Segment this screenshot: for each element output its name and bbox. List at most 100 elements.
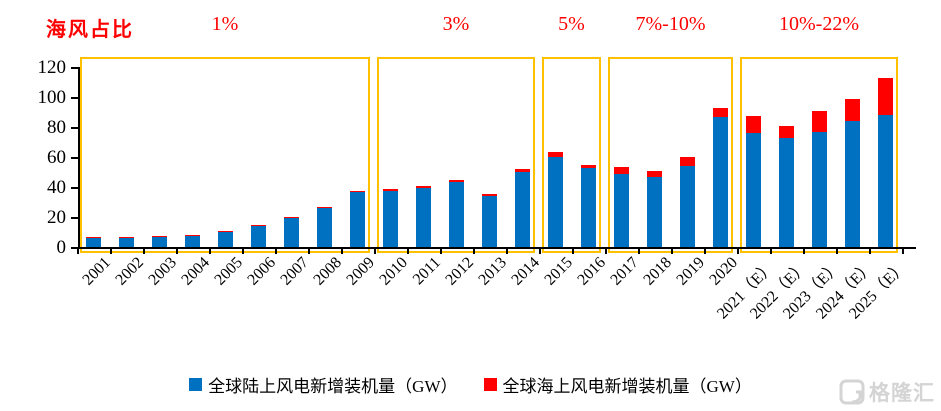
y-axis-tick-label: 20 [47,207,66,228]
y-axis-tick [71,247,78,249]
bar-onshore-2014 [514,171,530,247]
x-axis-label: 2018 [640,254,676,289]
bar-onshore-2004 [184,235,200,247]
x-axis-label: 2017 [607,254,643,289]
bar-offshore-2016 [580,164,596,169]
bar-onshore-2019 [679,166,695,247]
x-axis-label: 2002 [112,254,148,289]
share-label: 10%-22% [779,13,859,35]
x-axis-tick [670,249,673,254]
x-axis-tick [406,249,409,254]
bar-offshore-2010 [382,189,398,192]
bar-onshore-2025（E） [877,115,893,247]
x-axis-label: 2010 [376,254,412,289]
bar-onshore-2011 [415,187,431,247]
x-axis-tick [340,249,343,254]
x-axis-label: 2004 [178,254,214,289]
y-axis-tick-label: 40 [47,177,66,198]
y-axis-tick [71,67,78,69]
x-axis-tick [274,249,277,254]
bar-offshore-2019 [679,156,695,166]
x-axis-label: 2016 [574,254,610,289]
gelonghui-logo-icon [839,379,865,405]
x-axis-label: 2014 [508,254,544,289]
x-axis-label: 2008 [310,254,346,289]
bar-onshore-2006 [250,225,266,247]
legend-label: 全球海上风电新增装机量（GW） [502,377,752,396]
bar-offshore-2012 [448,179,464,182]
y-axis-tick [71,97,78,99]
x-axis [78,247,916,249]
x-axis-tick [439,249,442,254]
bar-onshore-2007 [283,217,299,247]
bar-onshore-2020 [712,117,728,247]
bar-offshore-2008 [316,206,332,208]
offshore-share-title: 海风占比 [46,19,134,41]
x-axis-tick [175,249,178,254]
share-label: 3% [442,13,470,35]
legend: 全球陆上风电新增装机量（GW） 全球海上风电新增装机量（GW） [0,372,941,397]
x-axis-label: 2001 [79,254,115,289]
x-axis-label: 2012 [442,254,478,289]
x-axis-tick [604,249,607,254]
x-axis-tick [538,249,541,254]
bar-onshore-2015 [547,157,563,247]
legend-item-onshore: 全球陆上风电新增装机量（GW） [189,372,458,397]
bar-onshore-2009 [349,191,365,247]
y-axis-tick [71,157,78,159]
x-axis-tick [736,249,739,254]
highlight-box-1% [80,57,370,253]
bar-offshore-2022（E） [778,125,794,138]
bar-onshore-2003 [151,236,167,247]
y-axis-tick-label: 0 [56,237,67,258]
x-axis-label: 2019 [673,254,709,289]
x-axis-tick [142,249,145,254]
y-axis-tick [71,187,78,189]
bar-onshore-2012 [448,181,464,247]
y-axis-tick [71,127,78,129]
x-axis-tick [868,249,871,254]
x-axis-label: 2006 [244,254,280,289]
bar-onshore-2013 [481,195,497,247]
bar-onshore-2021（E） [745,133,761,247]
x-axis-tick [901,249,904,254]
x-axis-tick [835,249,838,254]
x-axis-tick [505,249,508,254]
y-axis-tick-label: 60 [47,147,66,168]
bar-offshore-2024（E） [844,99,860,121]
share-label: 7%-10% [635,13,706,35]
bar-offshore-2018 [646,170,662,178]
bar-onshore-2005 [217,230,233,247]
y-axis-tick-label: 100 [37,87,67,108]
x-axis-label: 2007 [277,254,313,289]
x-axis-label: 2009 [343,254,379,289]
x-axis-tick [802,249,805,254]
x-axis-tick [373,249,376,254]
x-axis-tick [76,249,79,254]
legend-swatch-icon [483,378,497,391]
bar-offshore-2011 [415,186,431,188]
y-axis-tick-label: 80 [47,117,66,138]
bar-offshore-2015 [547,151,563,157]
bar-offshore-2007 [283,217,299,218]
bar-offshore-2003 [151,235,167,237]
bar-onshore-2001 [85,237,101,247]
share-label: 1% [211,13,239,35]
bar-offshore-2023（E） [811,111,827,132]
highlight-box-3% [377,57,535,253]
bar-offshore-2025（E） [877,78,893,115]
x-axis-label: 2015 [541,254,577,289]
x-axis-tick [703,249,706,254]
y-axis [78,67,80,249]
share-label: 5% [558,13,585,35]
bar-onshore-2022（E） [778,137,794,247]
x-axis-tick [472,249,475,254]
y-axis-tick-label: 120 [37,57,67,78]
x-axis-label: 2013 [475,254,511,289]
x-axis-tick [769,249,772,254]
bar-offshore-2020 [712,107,728,118]
bar-offshore-2017 [613,167,629,174]
y-axis-tick [71,217,78,219]
bar-onshore-2008 [316,207,332,247]
